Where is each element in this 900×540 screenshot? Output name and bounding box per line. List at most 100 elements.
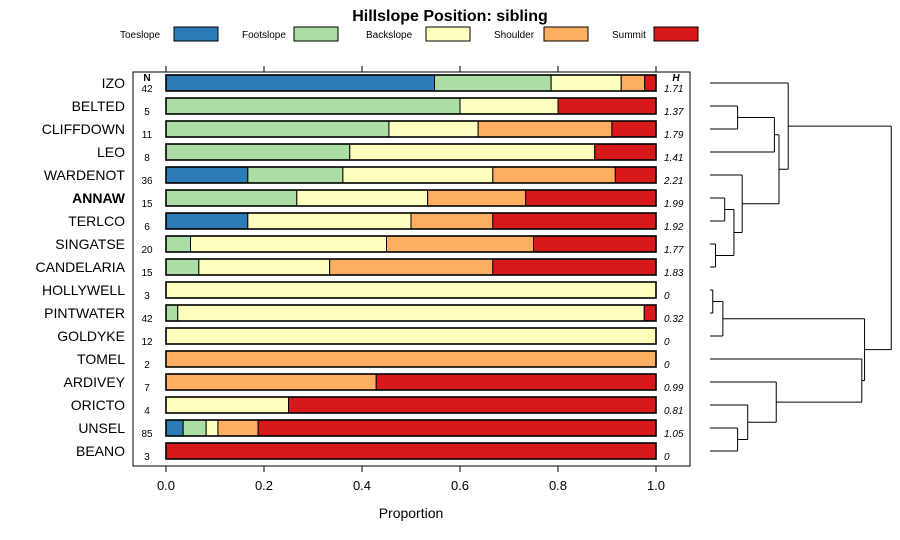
bar-segment-backslope [165,327,657,345]
bar-row-beano: BEANO 3 0 [76,442,670,463]
h-value: 0.32 [664,314,684,325]
n-value: 3 [144,452,150,463]
bar-segment-toeslope [165,166,249,184]
bar-outline [165,143,657,161]
row-label: CANDELARIA [36,259,126,275]
legend-swatch-toeslope [173,26,219,42]
n-value: 42 [141,84,153,95]
n-value: 15 [141,268,153,279]
bar-segment-footslope [247,166,344,184]
row-label: SINGATSE [55,236,125,252]
n-value: 42 [141,314,153,325]
bar-segment-summit [257,419,657,437]
bar-row-terlco: TERLCO 6 1.92 [68,212,684,233]
n-value: 6 [144,222,150,233]
bar-segment-summit [525,189,657,207]
bar-segment-summit [533,235,657,253]
x-tick-label: 0.0 [157,478,175,493]
bar-row-unsel: UNSEL 85 1.05 [78,419,684,440]
bar-segment-shoulder [217,419,259,437]
bar-row-candelaria: CANDELARIA 15 1.83 [36,258,684,279]
bar-segment-shoulder [427,189,527,207]
h-value: 0.81 [664,406,683,417]
row-label: TERLCO [68,213,125,229]
bar-outline [165,327,657,345]
bar-segment-summit [492,212,657,230]
bar-row-oricto: ORICTO 4 0.81 [71,396,683,417]
h-value: 0 [664,360,670,371]
bar-segment-backslope [205,419,219,437]
n-value: 12 [141,337,153,348]
h-value: 1.92 [664,222,684,233]
n-value: 7 [144,383,150,394]
row-label: WARDENOT [44,167,126,183]
h-value: 0.99 [664,383,684,394]
row-label: TOMEL [77,351,125,367]
bar-segment-backslope [388,120,479,138]
bar-row-tomel: TOMEL 2 0 [77,350,670,371]
plot-frame [132,71,691,467]
x-tick-label: 0.8 [549,478,567,493]
row-label: UNSEL [78,420,125,436]
h-value: 1.77 [664,245,684,256]
h-header: H [672,73,680,84]
x-tick-label: 0.2 [255,478,273,493]
bar-outline [165,442,657,460]
bar-outline [165,304,657,322]
bar-segment-shoulder [329,258,494,276]
bar-segment-backslope [198,258,331,276]
bar-outline [165,281,657,299]
bar-segment-backslope [165,281,657,299]
bar-segment-footslope [165,143,351,161]
h-value: 0 [664,291,670,302]
bar-segment-summit [611,120,657,138]
row-label: ANNAW [72,190,126,206]
bar-segment-backslope [349,143,596,161]
bar-segment-summit [643,304,657,322]
bar-segment-shoulder [620,74,646,92]
bar-segment-summit [614,166,657,184]
bar-row-izo: IZO 42 1.71 [102,74,683,95]
row-label: LEO [97,144,125,160]
bar-outline [165,166,657,184]
bar-outline [165,212,657,230]
legend-swatch-footslope [293,26,339,42]
h-value: 1.71 [664,84,683,95]
bar-segment-shoulder [386,235,534,253]
bar-segment-backslope [550,74,622,92]
h-value: 2.21 [663,176,683,187]
bar-segment-shoulder [477,120,613,138]
legend-label-toeslope: Toeslope [120,30,160,41]
n-value: 11 [142,130,153,141]
h-value: 1.83 [664,268,684,279]
h-value: 0 [664,452,670,463]
bar-row-pintwater: PINTWATER 42 0.32 [44,304,684,325]
legend-label-summit: Summit [612,30,646,41]
chart-title: Hillslope Position: sibling [352,8,548,25]
row-label: CLIFFDOWN [42,121,125,137]
row-label: IZO [102,75,125,91]
row-label: HOLLYWELL [42,282,125,298]
bar-segment-backslope [296,189,429,207]
bar-segment-footslope [434,74,552,92]
bar-segment-shoulder [165,373,377,391]
bar-outline [165,350,657,368]
bar-segment-backslope [165,396,289,414]
bar-segment-summit [644,74,657,92]
bar-segment-backslope [190,235,387,253]
h-value: 1.37 [664,107,684,118]
legend-label-footslope: Footslope [242,30,286,41]
h-value: 1.05 [664,429,684,440]
bar-row-ardivey: ARDIVEY 7 0.99 [64,373,684,394]
n-value: 2 [144,360,150,371]
n-value: 85 [141,429,153,440]
legend-swatch-shoulder [543,26,589,42]
n-value: 20 [141,245,153,256]
bar-row-wardenot: WARDENOT 36 2.21 [44,166,683,187]
bar-segment-summit [375,373,657,391]
bar-segment-toeslope [165,419,184,437]
n-value: 36 [141,176,153,187]
bar-outline [165,120,657,138]
bar-outline [165,189,657,207]
bar-row-hollywell: HOLLYWELL 3 0 [42,281,670,302]
